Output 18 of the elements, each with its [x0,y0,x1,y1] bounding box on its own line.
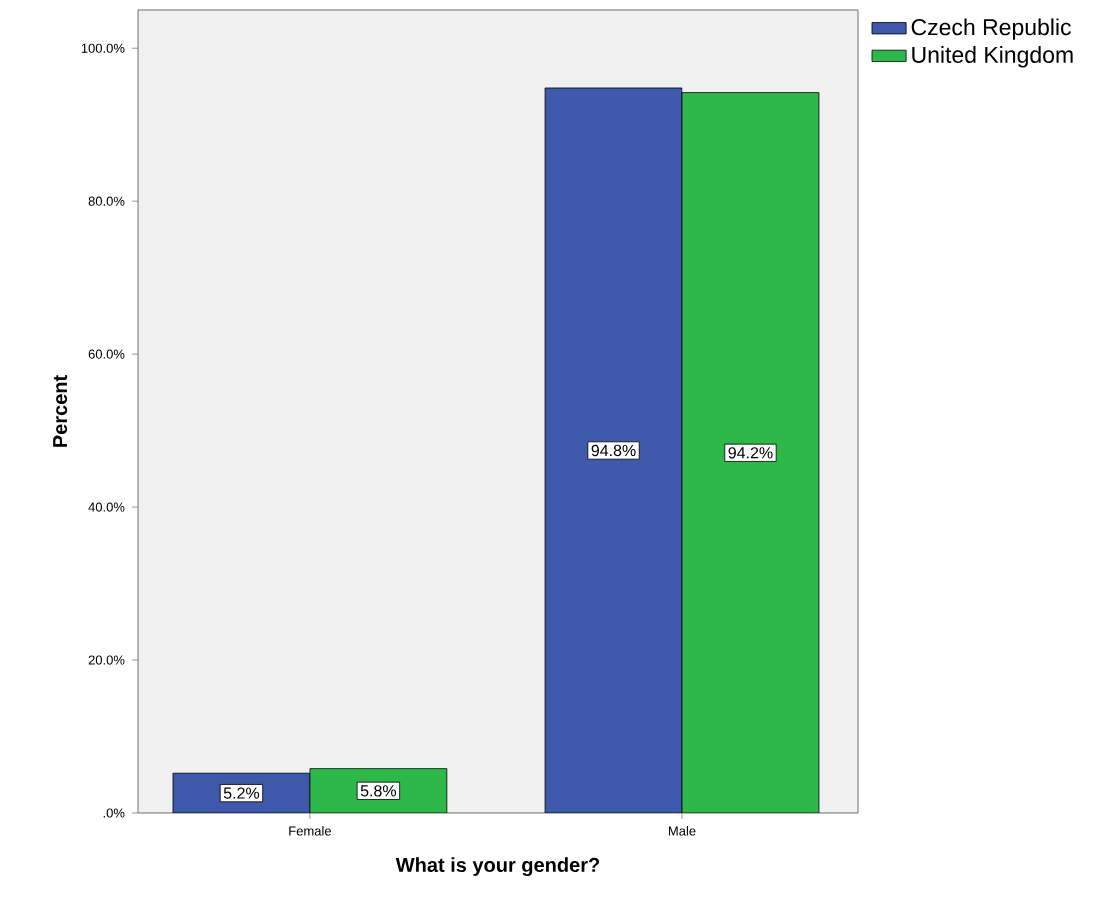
y-tick-label: 100.0% [81,43,125,53]
x-tick-label: Female [289,826,331,836]
y-tick-label: 60.0% [88,349,125,359]
y-tick-label: 80.0% [88,196,125,206]
bar [681,92,820,813]
data-label: 94.8% [591,444,636,457]
data-label: 5.2% [223,787,260,799]
y-tick-label: 20.0% [88,655,125,665]
x-tick-label: Male [668,826,696,836]
y-tick-label: .0% [103,808,125,818]
bar [544,87,683,813]
x-axis-title: What is your gender? [395,857,600,877]
legend-label: Czech Republic [911,18,1071,40]
y-tick-label: 40.0% [88,502,125,512]
legend-label: United Kingdom [912,46,1073,68]
y-axis-title: Percent [53,375,68,447]
data-label: 94.2% [728,447,773,459]
data-label: 5.8% [360,785,397,797]
